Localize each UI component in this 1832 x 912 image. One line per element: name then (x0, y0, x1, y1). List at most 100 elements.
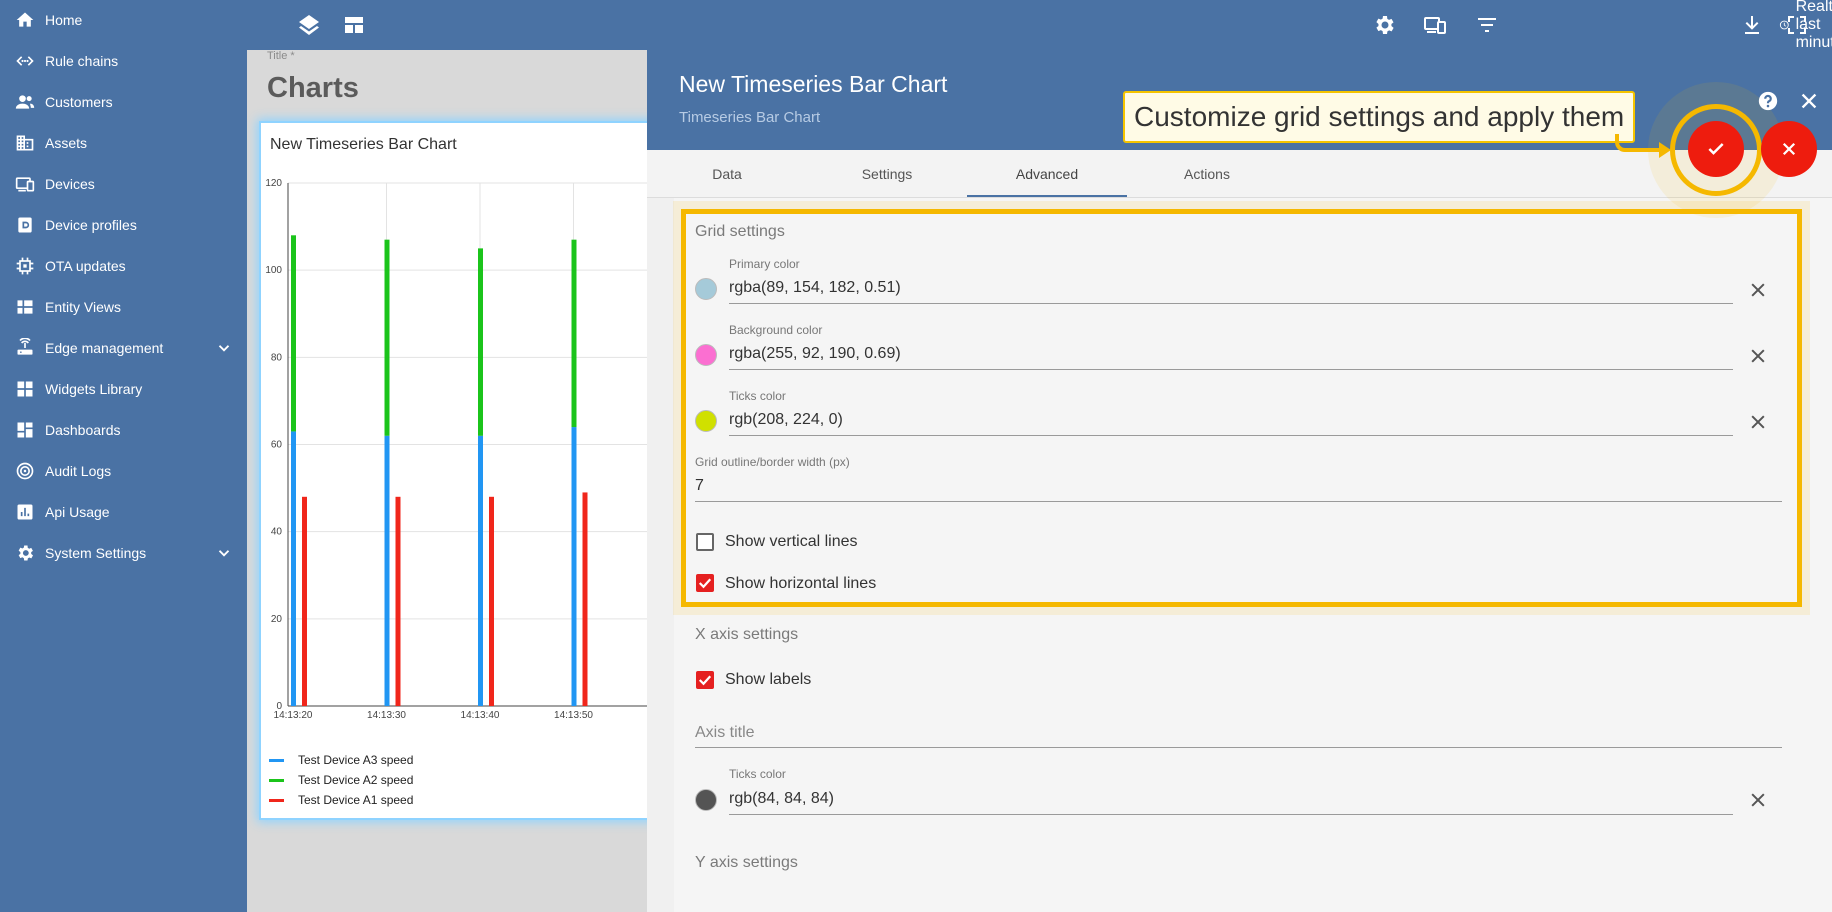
edge-management-icon (17, 338, 33, 355)
sidebar-item-label: Widgets Library (45, 381, 143, 397)
y-tick-label: 20 (271, 614, 283, 625)
legend-item[interactable]: Test Device A3 speed (269, 752, 413, 768)
x-ticks-color-label: Ticks color (729, 767, 786, 781)
devices-icon[interactable] (1423, 13, 1447, 37)
sidebar-item-label: Entity Views (45, 299, 121, 315)
rule-chains-icon (16, 56, 34, 66)
axis-title-input[interactable]: Axis title (695, 724, 755, 741)
sidebar-item-devices[interactable]: Devices (0, 164, 247, 204)
x-tick-label: 14:13:40 (461, 710, 500, 721)
legend-item[interactable]: Test Device A1 speed (269, 792, 413, 808)
widget-title: New Timeseries Bar Chart (270, 136, 457, 153)
download-icon[interactable] (1740, 13, 1764, 37)
field-underline (695, 501, 1782, 502)
sidebar-item-api-usage[interactable]: Api Usage (0, 492, 247, 532)
audit-logs-icon (16, 462, 34, 480)
sidebar-item-device-profiles[interactable]: Device profiles (0, 205, 247, 245)
bar (582, 492, 588, 706)
bar (302, 496, 307, 706)
sidebar-item-label: Assets (45, 135, 88, 151)
close-panel-icon[interactable] (1798, 90, 1820, 112)
show-labels-label: Show labels (725, 671, 812, 688)
sidebar-item-entity-views[interactable]: Entity Views (0, 287, 247, 327)
show-labels-checkbox[interactable] (696, 671, 714, 689)
show-vertical-lines-label: Show vertical lines (725, 533, 858, 550)
background-color-swatch[interactable] (695, 344, 717, 366)
legend-label: Test Device A2 speed (298, 773, 414, 787)
bar (489, 496, 494, 706)
tab-settings[interactable]: Settings (861, 166, 913, 182)
tab-actions[interactable]: Actions (1184, 166, 1230, 182)
tab-data[interactable]: Data (712, 166, 742, 182)
clear-icon[interactable] (1748, 790, 1768, 810)
devices-icon (15, 177, 35, 192)
x-tick-label: 14:13:20 (274, 710, 313, 721)
legend-item[interactable]: Test Device A2 speed (269, 772, 413, 788)
gear-icon[interactable] (1372, 13, 1396, 37)
dashboard-title[interactable]: Charts (267, 72, 359, 104)
field-underline (729, 435, 1733, 436)
filter-icon[interactable] (1475, 13, 1499, 37)
customers-icon (15, 95, 35, 109)
grid-settings-heading: Grid settings (695, 223, 785, 240)
sidebar-item-dashboards[interactable]: Dashboards (0, 410, 247, 450)
time-window-selector[interactable]: Realtime - last minute (1779, 0, 1832, 51)
dashboards-icon (17, 422, 33, 438)
field-underline (729, 369, 1733, 370)
x-ticks-color-input[interactable]: rgb(84, 84, 84) (729, 790, 834, 807)
cancel-button[interactable] (1761, 121, 1817, 177)
api-usage-icon (17, 504, 33, 520)
sidebar-item-audit-logs[interactable]: Audit Logs (0, 451, 247, 491)
fullscreen-icon[interactable] (1785, 13, 1809, 37)
sidebar-item-label: Dashboards (45, 422, 121, 438)
help-icon[interactable] (1757, 90, 1779, 112)
border-width-input[interactable]: 7 (695, 477, 704, 494)
sidebar-item-rule-chains[interactable]: Rule chains (0, 41, 247, 81)
bar (478, 435, 483, 706)
bar (571, 239, 577, 428)
layers-icon[interactable] (297, 13, 321, 37)
x-tick-label: 14:13:50 (554, 710, 593, 721)
sidebar-item-widgets-library[interactable]: Widgets Library (0, 369, 247, 409)
entity-views-icon (17, 300, 33, 314)
sidebar-item-label: OTA updates (45, 258, 126, 274)
primary-color-swatch[interactable] (695, 278, 717, 300)
legend-swatch (269, 798, 284, 802)
show-horizontal-lines-checkbox[interactable] (696, 574, 714, 592)
bar (384, 239, 390, 436)
sidebar: Home Rule chains Customers Assets Device… (0, 0, 247, 912)
primary-color-label: Primary color (729, 257, 800, 271)
chevron-down-icon[interactable] (215, 544, 233, 562)
x-ticks-color-swatch[interactable] (695, 789, 717, 811)
show-vertical-lines-checkbox[interactable] (696, 533, 714, 551)
sidebar-item-customers[interactable]: Customers (0, 82, 247, 122)
sidebar-item-ota-updates[interactable]: OTA updates (0, 246, 247, 286)
apply-button[interactable] (1688, 121, 1744, 177)
sidebar-item-label: Audit Logs (45, 463, 112, 479)
ticks-color-swatch[interactable] (695, 410, 717, 432)
panel-title: New Timeseries Bar Chart (679, 71, 948, 97)
ticks-color-input[interactable]: rgb(208, 224, 0) (729, 411, 843, 428)
sidebar-item-assets[interactable]: Assets (0, 123, 247, 163)
background-color-input[interactable]: rgba(255, 92, 190, 0.69) (729, 345, 901, 362)
clear-icon[interactable] (1748, 346, 1768, 366)
sidebar-item-home[interactable]: Home (0, 0, 247, 40)
primary-color-input[interactable]: rgba(89, 154, 182, 0.51) (729, 279, 901, 296)
tour-tooltip-text: Customize grid settings and apply them (1134, 101, 1625, 132)
sidebar-item-label: Home (45, 12, 83, 28)
x-axis-settings-heading: X axis settings (695, 626, 799, 643)
legend-label: Test Device A1 speed (298, 793, 414, 807)
clock-icon (1779, 20, 1789, 30)
y-tick-label: 40 (271, 527, 283, 538)
layout-icon[interactable] (342, 13, 366, 37)
clear-icon[interactable] (1748, 280, 1768, 300)
tour-tooltip: Customize grid settings and apply them (1123, 91, 1636, 143)
sidebar-item-system-settings[interactable]: System Settings (0, 533, 247, 573)
chart-widget[interactable] (259, 121, 679, 820)
clear-icon[interactable] (1748, 412, 1768, 432)
bar (478, 248, 483, 436)
sidebar-item-edge-management[interactable]: Edge management (0, 328, 247, 368)
chevron-down-icon[interactable] (215, 339, 233, 357)
device-profiles-icon (18, 217, 32, 233)
tab-advanced[interactable]: Advanced (1015, 166, 1079, 182)
